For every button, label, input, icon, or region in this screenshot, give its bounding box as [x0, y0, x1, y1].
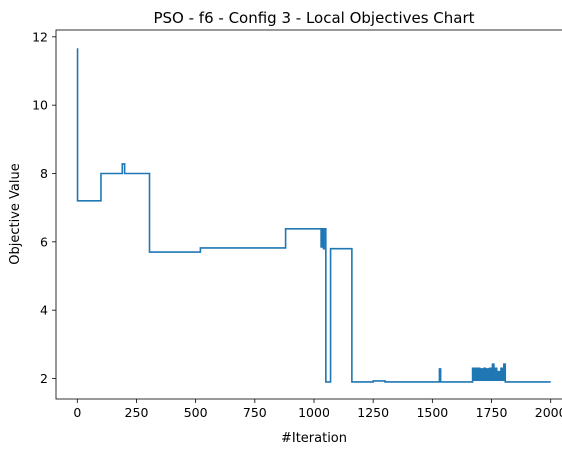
plot-content [76, 47, 551, 383]
x-tick-label: 1000 [298, 405, 330, 420]
x-axis-label: #Iteration [281, 431, 347, 446]
y-tick-label: 10 [32, 98, 48, 113]
x-axis-ticks: 0 250 500 750 1000 1250 1500 1750 2000 [73, 399, 562, 420]
x-tick-label: 500 [184, 405, 208, 420]
y-tick-label: 4 [40, 303, 48, 318]
y-tick-label: 8 [40, 166, 48, 181]
x-tick-label: 1750 [476, 405, 508, 420]
x-tick-label: 250 [125, 405, 149, 420]
plot-frame [55, 29, 562, 400]
y-tick-label: 2 [40, 371, 48, 386]
y-tick-label: 12 [32, 29, 48, 44]
y-axis-label: Objective Value [8, 163, 23, 264]
series-line-0 [76, 47, 551, 383]
x-tick-label: 0 [73, 405, 81, 420]
x-tick-label: 1250 [357, 405, 389, 420]
x-tick-label: 750 [243, 405, 267, 420]
chart-title: PSO - f6 - Config 3 - Local Objectives C… [153, 9, 474, 27]
x-tick-label: 2000 [535, 405, 562, 420]
y-axis-ticks: 2 4 6 8 10 12 [32, 29, 56, 386]
y-tick-label: 6 [40, 234, 48, 249]
x-tick-label: 1500 [416, 405, 448, 420]
